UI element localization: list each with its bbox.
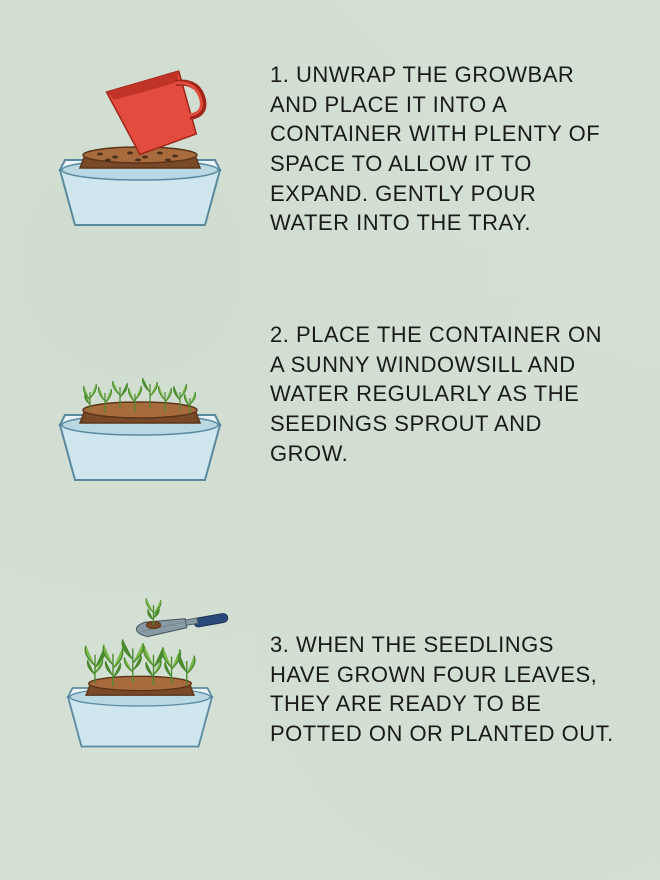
tray-plants-trowel-icon [40,580,240,760]
tray-seedlings-icon [40,320,240,500]
step-3: 3. WHEN THE SEEDLINGS HAVE GROWN FOUR LE… [40,580,620,760]
step-1-text: 1. UNWRAP THE GROWBAR AND PLACE IT INTO … [270,60,620,238]
step-2: 2. PLACE THE CONTAINER ON A SUNNY WINDOW… [40,320,620,500]
step-3-illustration [40,580,240,760]
step-1-illustration [40,60,240,240]
step-2-illustration [40,320,240,500]
step-1: 1. UNWRAP THE GROWBAR AND PLACE IT INTO … [40,60,620,240]
tray-watering-can-icon [40,60,240,240]
step-2-text: 2. PLACE THE CONTAINER ON A SUNNY WINDOW… [270,320,620,468]
step-3-text: 3. WHEN THE SEEDLINGS HAVE GROWN FOUR LE… [270,580,620,749]
